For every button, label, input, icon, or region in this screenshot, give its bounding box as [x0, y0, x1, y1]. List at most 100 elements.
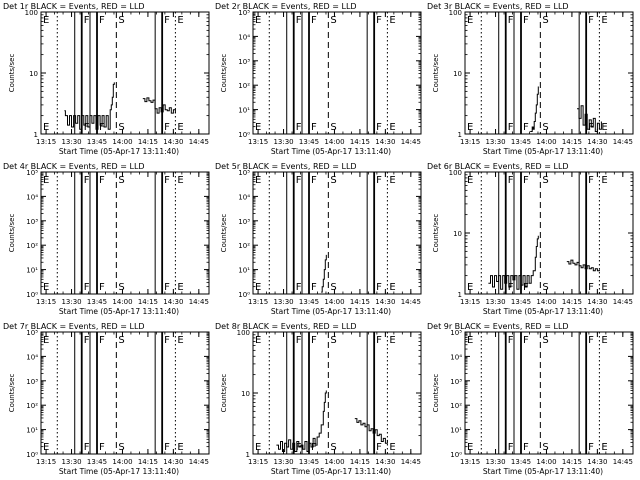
y-tick-label: 10³ — [26, 378, 38, 386]
event-marker-label: F — [376, 282, 382, 293]
y-axis-label: Counts/sec — [432, 374, 440, 413]
event-marker-label-top: E — [255, 15, 261, 26]
events-series — [577, 105, 602, 132]
event-marker-label: F — [84, 282, 90, 293]
x-tick-label: 14:45 — [613, 138, 633, 146]
y-tick-label: 10² — [26, 242, 38, 250]
x-tick-label: 14:30 — [163, 138, 183, 146]
event-marker-label: E — [389, 282, 395, 293]
event-marker-label: S — [330, 282, 336, 293]
event-marker-label: F — [296, 282, 302, 293]
y-tick-label: 10⁴ — [238, 33, 250, 41]
event-marker-label-top: F — [296, 335, 302, 346]
event-marker-label-top: F — [523, 15, 529, 26]
x-axis-label: Start Time (05-Apr-17 13:11:40) — [271, 307, 391, 316]
event-marker-label-top: E — [389, 15, 395, 26]
detector-panel: Det 7r BLACK = Events, RED = LLD 10⁰ 10¹ 10… — [3, 322, 210, 476]
event-marker-label: F — [588, 282, 594, 293]
event-marker-label-top: F — [376, 335, 382, 346]
event-marker-label-top: E — [177, 335, 183, 346]
events-series — [321, 254, 327, 293]
y-tick-label: 100 — [25, 9, 38, 17]
x-axis-label: Start Time (05-Apr-17 13:11:40) — [271, 147, 391, 156]
event-marker-label-top: E — [255, 175, 261, 186]
event-marker-label: E — [255, 282, 261, 293]
x-tick-label: 14:30 — [375, 458, 395, 466]
x-tick-label: 14:45 — [401, 298, 421, 306]
event-marker-label-top: F — [164, 175, 170, 186]
y-tick-label: 10⁴ — [238, 193, 250, 201]
event-marker-label-top: F — [296, 15, 302, 26]
event-marker-label: E — [255, 442, 261, 453]
plot-frame — [252, 171, 422, 295]
event-marker-label-top: F — [311, 175, 317, 186]
y-tick-label: 10¹ — [26, 427, 38, 435]
y-tick-label: 10⁵ — [238, 169, 250, 177]
event-marker-label-top: S — [542, 175, 548, 186]
x-axis-label: Start Time (05-Apr-17 13:11:40) — [483, 147, 603, 156]
x-tick-label: 14:45 — [189, 298, 209, 306]
event-marker-label-top: S — [542, 335, 548, 346]
event-marker-label: F — [508, 122, 514, 133]
event-marker-label: E — [43, 442, 49, 453]
event-marker-label-top: E — [467, 15, 473, 26]
event-marker-label-top: S — [330, 335, 336, 346]
y-tick-label: 10² — [238, 82, 250, 90]
event-marker-label-top: F — [588, 175, 594, 186]
event-marker-label: E — [601, 122, 607, 133]
plot-frame — [252, 331, 422, 455]
event-marker-label: F — [164, 282, 170, 293]
event-marker-label-top: E — [389, 175, 395, 186]
event-marker-label-top: E — [255, 335, 261, 346]
x-tick-label: 14:00 — [536, 138, 556, 146]
y-tick-label: 10³ — [238, 58, 250, 66]
x-tick-label: 13:45 — [511, 138, 531, 146]
event-marker-label: S — [118, 282, 124, 293]
x-tick-label: 14:00 — [112, 458, 132, 466]
event-marker-label-top: F — [508, 15, 514, 26]
y-axis-label: Counts/sec — [8, 214, 16, 253]
y-tick-label: 10⁵ — [450, 329, 462, 337]
event-marker-label: S — [542, 122, 548, 133]
panel-title: Det 3r BLACK = Events, RED = LLD — [427, 2, 569, 11]
detector-panel: Det 4r BLACK = Events, RED = LLD 10⁰ 10¹ 10… — [3, 162, 210, 316]
event-marker-label-top: E — [177, 175, 183, 186]
y-tick-label: 100 — [237, 329, 250, 337]
y-tick-label: 10 — [241, 390, 250, 398]
y-axis-label: Counts/sec — [220, 374, 228, 413]
event-marker-label: F — [296, 122, 302, 133]
y-tick-label: 1 — [458, 131, 462, 139]
event-marker-label: S — [118, 442, 124, 453]
events-series — [276, 390, 327, 452]
x-tick-label: 13:30 — [273, 298, 293, 306]
y-axis-label: Counts/sec — [220, 54, 228, 93]
y-tick-label: 10¹ — [450, 427, 462, 435]
event-marker-label-top: F — [84, 175, 90, 186]
x-tick-label: 13:45 — [511, 458, 531, 466]
y-tick-label: 10⁰ — [26, 291, 38, 299]
x-tick-label: 14:00 — [536, 458, 556, 466]
x-tick-label: 13:15 — [460, 298, 480, 306]
event-marker-label: S — [330, 122, 336, 133]
x-tick-label: 14:00 — [324, 298, 344, 306]
event-marker-label: E — [467, 122, 473, 133]
event-marker-label-top: F — [99, 175, 105, 186]
event-marker-label-top: E — [43, 335, 49, 346]
event-marker-label-top: F — [588, 15, 594, 26]
event-marker-label: F — [164, 442, 170, 453]
panel-title: Det 6r BLACK = Events, RED = LLD — [427, 162, 569, 171]
x-tick-label: 14:30 — [587, 138, 607, 146]
y-axis-label: Counts/sec — [8, 54, 16, 93]
x-tick-label: 14:45 — [189, 458, 209, 466]
event-marker-label: E — [389, 442, 395, 453]
plot-frame — [40, 171, 210, 295]
x-tick-label: 14:00 — [324, 458, 344, 466]
x-tick-label: 13:15 — [248, 298, 268, 306]
x-tick-label: 14:15 — [562, 298, 582, 306]
x-tick-label: 14:30 — [163, 298, 183, 306]
y-axis-label: Counts/sec — [432, 54, 440, 93]
event-marker-label: F — [99, 442, 105, 453]
x-tick-label: 14:15 — [562, 138, 582, 146]
x-axis-label: Start Time (05-Apr-17 13:11:40) — [59, 147, 179, 156]
x-tick-label: 14:15 — [350, 298, 370, 306]
